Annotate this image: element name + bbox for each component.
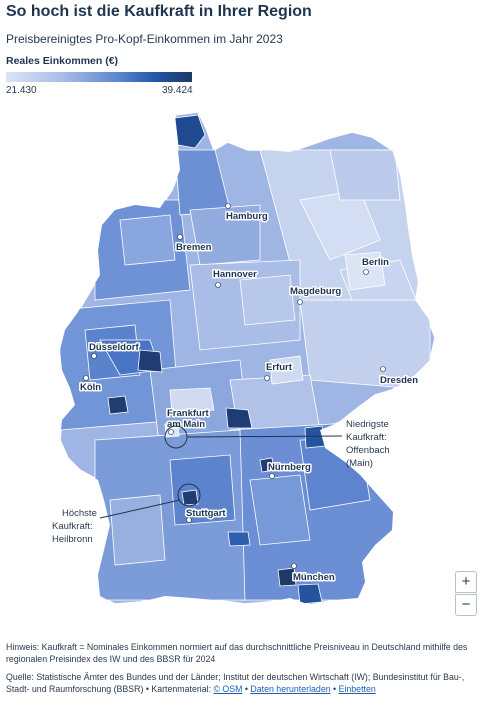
city-dot-stuttgart — [186, 517, 192, 523]
legend-title: Reales Einkommen (€) — [6, 55, 119, 67]
embed-link[interactable]: Einbetten — [338, 683, 376, 694]
osm-link[interactable]: © OSM — [213, 683, 243, 694]
city-label-frankfurt: Frankfurt — [167, 408, 210, 419]
legend-max-value: 39.424 — [162, 85, 193, 96]
annotation-lowest-line3: Offenbach — [346, 445, 390, 456]
germany-choropleth-map[interactable]: Hamburg Bremen Hannover Berlin Magdeburg… — [0, 100, 489, 630]
city-label-hannover: Hannover — [213, 269, 257, 280]
source-line: Quelle: Statistische Ämter des Bundes un… — [6, 672, 484, 695]
annotation-lowest-line4: (Main) — [346, 458, 373, 469]
annotation-highest-line3: Heilbronn — [52, 534, 93, 545]
annotation-line-offenbach — [186, 435, 343, 438]
page-subtitle: Preisbereinigtes Pro-Kopf-Einkommen im J… — [6, 32, 283, 46]
city-dot-dresden — [380, 366, 386, 372]
city-dot-magdeburg — [297, 299, 303, 305]
zoom-in-button[interactable]: + — [455, 571, 477, 593]
annotation-lowest-line2: Kaufkraft: — [346, 432, 387, 443]
zoom-out-button[interactable]: − — [455, 594, 477, 616]
city-dot-berlin — [363, 269, 369, 275]
map-land — [59, 111, 436, 606]
download-data-link[interactable]: Daten herunterladen — [250, 683, 331, 694]
city-label-hamburg: Hamburg — [226, 211, 268, 222]
city-dot-hannover — [215, 282, 221, 288]
annotation-lowest: Niedrigste Kaufkraft: Offenbach (Main) — [164, 419, 390, 469]
city-dot-duesseldorf — [91, 353, 97, 359]
city-label-koeln: Köln — [80, 382, 101, 393]
city-dot-nuernberg — [269, 473, 275, 479]
city-dot-koeln — [83, 375, 89, 381]
annotation-line-heilbronn — [99, 499, 181, 519]
separator-2: • — [330, 683, 339, 694]
city-label-stuttgart: Stuttgart — [186, 508, 226, 519]
city-dot-frankfurt — [168, 429, 174, 435]
separator-1: • — [242, 683, 251, 694]
city-dot-muenchen — [291, 563, 297, 569]
legend-color-scale — [6, 72, 192, 82]
city-markers: Hamburg Bremen Hannover Berlin Magdeburg… — [79, 203, 420, 585]
city-label-nuernberg: Nürnberg — [268, 462, 311, 473]
city-label-erfurt: Erfurt — [266, 362, 293, 373]
city-label-dresden: Dresden — [380, 375, 418, 386]
city-label-berlin: Berlin — [362, 257, 389, 268]
city-dot-erfurt — [264, 375, 270, 381]
annotation-highest-line1: Höchste — [62, 508, 97, 519]
legend-min-value: 21.430 — [6, 85, 37, 96]
city-dot-bremen — [177, 234, 183, 240]
footnote: Hinweis: Kaufkraft = Nominales Einkommen… — [6, 642, 468, 664]
annotation-circle-heilbronn — [177, 483, 201, 507]
annotation-highest-line2: Kaufkraft: — [52, 521, 93, 532]
city-label-muenchen: München — [293, 572, 335, 583]
annotation-highest: Höchste Kaufkraft: Heilbronn — [52, 483, 201, 545]
city-label-magdeburg: Magdeburg — [290, 286, 341, 297]
city-label-duesseldorf: Düsseldorf — [89, 342, 139, 353]
city-label-bremen: Bremen — [176, 242, 212, 253]
page-title: So hoch ist die Kaufkraft in Ihrer Regio… — [6, 3, 312, 20]
source-text: Quelle: Statistische Ämter des Bundes un… — [6, 672, 465, 694]
city-label-frankfurt-line2: am Main — [167, 419, 205, 430]
annotation-lowest-line1: Niedrigste — [346, 419, 389, 430]
city-dot-hamburg — [225, 203, 231, 209]
